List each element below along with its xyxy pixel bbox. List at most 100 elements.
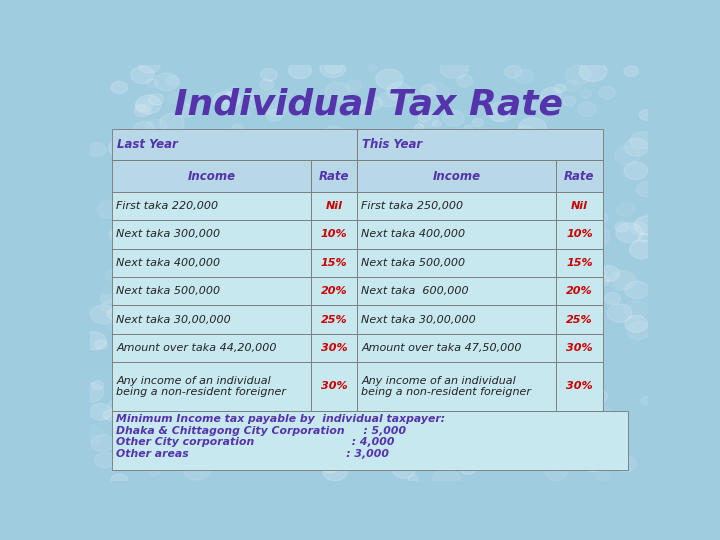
Circle shape — [546, 140, 562, 152]
Text: Minimum Income tax payable by  individual taxpayer:: Minimum Income tax payable by individual… — [116, 414, 446, 424]
Circle shape — [213, 403, 240, 423]
Circle shape — [505, 175, 522, 188]
Circle shape — [150, 420, 163, 430]
Circle shape — [160, 113, 184, 132]
Circle shape — [580, 90, 591, 98]
Circle shape — [546, 144, 559, 154]
Circle shape — [562, 177, 586, 195]
Circle shape — [228, 175, 255, 195]
Circle shape — [477, 402, 493, 414]
Circle shape — [406, 141, 418, 150]
Circle shape — [101, 294, 114, 304]
Bar — [557, 334, 603, 362]
Circle shape — [92, 381, 104, 389]
Circle shape — [143, 94, 157, 105]
Circle shape — [414, 192, 423, 199]
Bar — [557, 248, 603, 277]
Circle shape — [452, 373, 477, 391]
Circle shape — [472, 118, 483, 127]
Circle shape — [264, 98, 288, 116]
Circle shape — [398, 237, 420, 254]
Circle shape — [422, 83, 449, 103]
Circle shape — [215, 431, 238, 448]
Circle shape — [396, 410, 423, 430]
Circle shape — [252, 322, 266, 332]
Circle shape — [596, 472, 609, 481]
Circle shape — [629, 240, 654, 259]
Circle shape — [387, 83, 410, 100]
Circle shape — [302, 134, 330, 154]
Circle shape — [485, 281, 506, 297]
Circle shape — [315, 446, 336, 460]
Circle shape — [130, 168, 157, 188]
Bar — [358, 306, 557, 334]
Text: Next taka 30,00,000: Next taka 30,00,000 — [116, 315, 231, 325]
Circle shape — [236, 417, 251, 428]
Bar — [112, 220, 311, 248]
Bar — [112, 192, 311, 220]
Circle shape — [559, 370, 581, 386]
Circle shape — [336, 260, 351, 272]
Circle shape — [134, 410, 153, 424]
Circle shape — [109, 227, 131, 243]
Circle shape — [430, 307, 456, 327]
Circle shape — [585, 279, 595, 287]
Circle shape — [569, 333, 588, 347]
Circle shape — [554, 84, 566, 92]
Circle shape — [604, 293, 621, 305]
Bar — [112, 362, 311, 410]
Circle shape — [111, 82, 127, 93]
Circle shape — [236, 238, 260, 256]
Circle shape — [598, 266, 619, 281]
Circle shape — [88, 143, 107, 157]
Circle shape — [235, 198, 258, 215]
Circle shape — [311, 422, 335, 440]
Circle shape — [518, 196, 540, 212]
Circle shape — [223, 92, 240, 105]
Text: 10%: 10% — [566, 230, 593, 239]
Circle shape — [255, 261, 280, 280]
Circle shape — [95, 340, 107, 349]
Bar — [557, 160, 603, 192]
Circle shape — [269, 173, 293, 191]
Circle shape — [608, 270, 635, 290]
Circle shape — [396, 236, 414, 249]
Text: 30%: 30% — [321, 343, 348, 353]
Circle shape — [615, 222, 629, 232]
Circle shape — [321, 458, 340, 473]
Circle shape — [243, 269, 263, 284]
Circle shape — [227, 87, 239, 96]
Circle shape — [613, 271, 636, 289]
Circle shape — [410, 206, 421, 214]
Circle shape — [577, 102, 596, 116]
Circle shape — [282, 305, 299, 317]
Circle shape — [624, 66, 639, 77]
Bar — [311, 160, 358, 192]
Circle shape — [409, 434, 430, 449]
Circle shape — [624, 301, 648, 319]
Circle shape — [89, 403, 112, 420]
Circle shape — [184, 461, 210, 480]
Circle shape — [125, 370, 150, 389]
Bar — [311, 306, 358, 334]
Circle shape — [343, 323, 356, 333]
Text: 25%: 25% — [321, 315, 348, 325]
Text: Next taka 500,000: Next taka 500,000 — [361, 258, 466, 268]
Circle shape — [488, 102, 514, 122]
Circle shape — [165, 361, 180, 373]
Circle shape — [359, 105, 370, 113]
Circle shape — [565, 65, 591, 84]
Circle shape — [340, 307, 359, 321]
Circle shape — [474, 273, 492, 286]
Circle shape — [379, 92, 398, 107]
Circle shape — [122, 418, 138, 429]
Circle shape — [427, 160, 453, 179]
Circle shape — [344, 313, 358, 322]
Circle shape — [541, 433, 551, 441]
Text: 15%: 15% — [566, 258, 593, 268]
Bar — [557, 192, 603, 220]
Circle shape — [366, 97, 382, 110]
Circle shape — [347, 152, 372, 170]
Circle shape — [541, 351, 559, 364]
Circle shape — [540, 375, 556, 387]
